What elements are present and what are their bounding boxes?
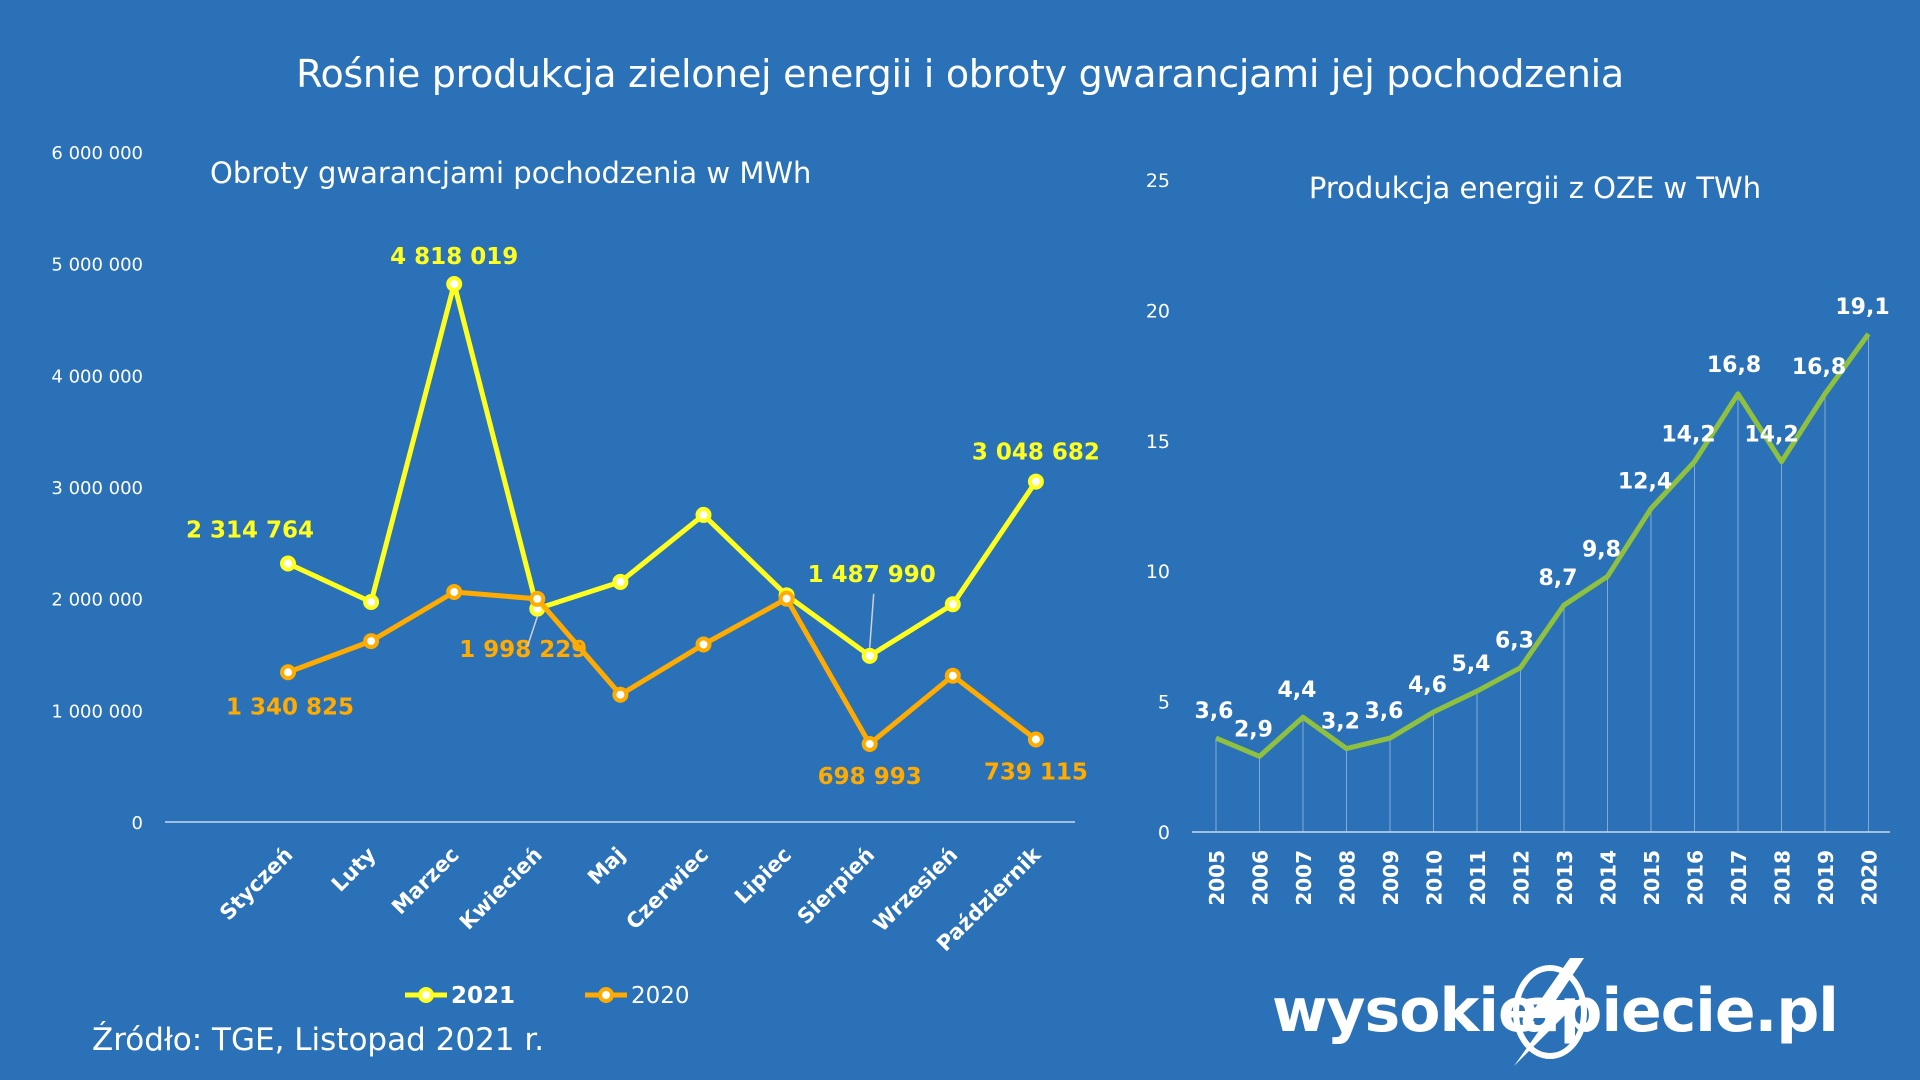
data-point-2020 xyxy=(944,667,961,684)
data-label-oze: 3,2 xyxy=(1321,710,1360,735)
data-label-oze: 6,3 xyxy=(1495,629,1534,654)
data-point-2020 xyxy=(363,633,380,650)
data-point-2021 xyxy=(363,594,380,611)
y-tick-label: 20 xyxy=(1146,300,1170,322)
data-label-oze: 9,8 xyxy=(1582,537,1621,562)
data-label-2020: 1 998 229 xyxy=(459,637,587,663)
data-point-2021 xyxy=(612,573,629,590)
legend-marker-2021 xyxy=(418,987,434,1003)
source-note: Źródło: TGE, Listopad 2021 r. xyxy=(92,1022,545,1058)
brand-logo: wysokie apiecie.pl xyxy=(1272,958,1892,1068)
data-label-2021: 1 487 990 xyxy=(808,562,936,588)
data-label-oze: 3,6 xyxy=(1195,699,1234,724)
y-tick-label: 10 xyxy=(1146,561,1170,583)
series-line-oze xyxy=(1215,332,1871,759)
data-label-oze: 16,8 xyxy=(1792,355,1846,380)
x-tick-label: 2008 xyxy=(1336,850,1360,906)
x-tick-label: 2011 xyxy=(1466,850,1490,906)
data-label-oze: 4,4 xyxy=(1278,678,1317,703)
y-tick-label: 2 000 000 xyxy=(51,590,143,611)
x-tick-label: 2005 xyxy=(1205,850,1229,906)
data-label-oze: 5,4 xyxy=(1452,652,1491,677)
y-tick-label: 5 xyxy=(1158,692,1170,714)
brand-text-right: apiecie.pl xyxy=(1520,976,1839,1046)
data-point-2020 xyxy=(778,590,795,607)
data-label-oze: 8,7 xyxy=(1539,566,1578,591)
data-label-oze: 4,6 xyxy=(1408,673,1447,698)
main-title: Rośnie produkcja zielonej energii i obro… xyxy=(296,52,1624,96)
data-label-2021: 3 048 682 xyxy=(972,440,1100,466)
y-tick-label: 15 xyxy=(1146,431,1170,453)
legend-label-2021: 2021 xyxy=(451,983,515,1009)
x-tick-label: 2020 xyxy=(1858,850,1882,906)
x-tick-label: 2007 xyxy=(1292,850,1316,906)
data-point-2020 xyxy=(695,636,712,653)
x-tick-label: 2015 xyxy=(1640,850,1664,906)
data-label-oze: 16,8 xyxy=(1707,353,1761,378)
data-label-2021: 4 818 019 xyxy=(390,244,518,270)
x-tick-label: 2012 xyxy=(1510,850,1534,906)
data-label-oze: 3,6 xyxy=(1365,699,1404,724)
y-tick-label: 6 000 000 xyxy=(51,143,143,164)
x-tick-label: 2017 xyxy=(1727,850,1751,906)
data-point-2020 xyxy=(612,686,629,703)
legend-label-2020: 2020 xyxy=(631,983,690,1009)
x-tick-label: 2010 xyxy=(1423,850,1447,906)
data-label-2020: 698 993 xyxy=(818,764,922,790)
data-point-2021 xyxy=(1027,473,1044,490)
data-point-2021 xyxy=(695,506,712,523)
data-point-2020 xyxy=(861,735,878,752)
y-tick-label: 0 xyxy=(1158,822,1170,844)
data-label-2020: 1 340 825 xyxy=(226,694,354,720)
data-label-2021: 2 314 764 xyxy=(186,518,314,544)
data-label-oze: 2,9 xyxy=(1234,717,1273,742)
data-point-2020 xyxy=(446,583,463,600)
legend-marker-2020 xyxy=(598,987,614,1003)
y-tick-label: 3 000 000 xyxy=(51,478,143,499)
brand-text-left: wysokie xyxy=(1272,976,1539,1046)
x-tick-label: 2016 xyxy=(1684,850,1708,906)
data-point-2021 xyxy=(446,275,463,292)
x-tick-label: 2014 xyxy=(1597,850,1621,906)
logo-ring xyxy=(1513,965,1587,1059)
x-tick-label: 2009 xyxy=(1379,850,1403,906)
data-point-2021 xyxy=(944,596,961,613)
x-tick-label: 2013 xyxy=(1553,850,1577,906)
y-tick-label: 1 000 000 xyxy=(51,701,143,722)
y-tick-label: 25 xyxy=(1146,170,1170,192)
x-tick-label: 2019 xyxy=(1814,850,1838,906)
chart-title-left: Obroty gwarancjami pochodzenia w MWh xyxy=(210,156,811,190)
data-point-2020 xyxy=(280,664,296,681)
data-label-oze: 14,2 xyxy=(1661,423,1715,448)
logo-bolt xyxy=(1514,958,1584,1066)
x-tick-label: 2006 xyxy=(1249,850,1273,906)
y-tick-label: 5 000 000 xyxy=(51,255,143,276)
series-line-2020 xyxy=(287,589,1038,747)
leader-line xyxy=(868,593,875,648)
data-label-oze: 19,1 xyxy=(1835,295,1889,320)
data-label-oze: 12,4 xyxy=(1618,470,1672,495)
y-tick-label: 0 xyxy=(132,813,143,834)
lightning-n-icon xyxy=(1513,958,1587,1066)
data-label-oze: 14,2 xyxy=(1744,423,1798,448)
chart-title-right: Produkcja energii z OZE w TWh xyxy=(1309,171,1761,205)
series-line-2021 xyxy=(286,281,1038,659)
y-tick-label: 4 000 000 xyxy=(51,366,143,387)
x-tick-label: 2018 xyxy=(1771,850,1795,906)
data-point-2021 xyxy=(280,555,296,572)
data-point-2020 xyxy=(529,590,546,607)
data-point-2020 xyxy=(1027,731,1044,748)
data-label-2020: 739 115 xyxy=(984,759,1088,785)
leader-line xyxy=(526,616,539,647)
data-point-2021 xyxy=(861,647,878,664)
